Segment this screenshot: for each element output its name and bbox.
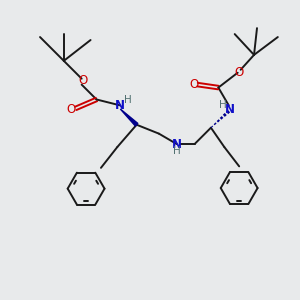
Text: O: O xyxy=(67,103,76,116)
Text: H: H xyxy=(124,95,132,105)
Text: O: O xyxy=(235,66,244,79)
Text: H: H xyxy=(219,100,227,110)
Text: N: N xyxy=(225,103,235,116)
Text: H: H xyxy=(173,146,181,157)
Text: O: O xyxy=(79,74,88,87)
Text: O: O xyxy=(189,78,199,91)
Polygon shape xyxy=(120,109,138,126)
Text: N: N xyxy=(115,99,125,112)
Text: N: N xyxy=(172,138,182,151)
